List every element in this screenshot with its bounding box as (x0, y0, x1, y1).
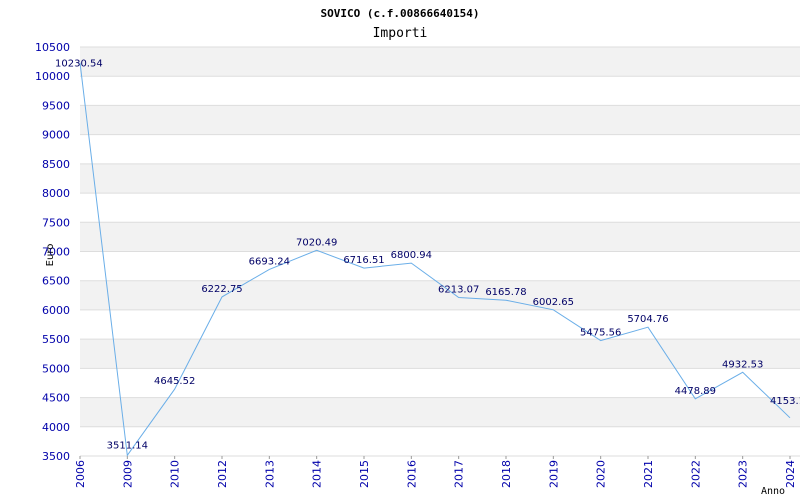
data-label: 4153.11 (770, 396, 800, 407)
y-tick-label: 6000 (42, 304, 70, 317)
x-tick-label: 2023 (737, 460, 750, 488)
y-tick-label: 6500 (42, 275, 70, 288)
x-tick-label: 2006 (74, 460, 87, 488)
grid-band (80, 76, 800, 106)
data-label: 4932.53 (722, 359, 763, 370)
y-tick-label: 8500 (42, 158, 70, 171)
x-tick-label: 2018 (500, 460, 513, 488)
data-label: 4645.52 (154, 376, 195, 387)
x-tick-label: 2009 (121, 460, 134, 488)
data-label: 6213.07 (438, 284, 479, 295)
data-labels: 10230.54 3511.14 4645.52 6222.75 6693.24 7020… (55, 59, 800, 452)
grid-band (80, 309, 800, 340)
y-tick-label: 7500 (42, 216, 70, 229)
y-axis-label: Euro (45, 244, 56, 267)
data-label: 6222.75 (201, 284, 242, 295)
series-line (79, 62, 791, 457)
y-tick-label: 10000 (35, 70, 70, 83)
data-label: 5704.76 (627, 314, 668, 325)
y-axis-ticks: 3500 4000 4500 5000 5500 6000 6500 7000 7500 8000… (35, 41, 70, 463)
grid-band (80, 105, 800, 135)
data-label: 6165.78 (485, 287, 526, 298)
data-label: 6800.94 (391, 250, 432, 261)
data-label: 3511.14 (107, 440, 148, 451)
x-tick-label: 2017 (453, 460, 466, 488)
data-label: 6693.24 (249, 256, 290, 267)
data-label: 6002.65 (533, 297, 574, 308)
x-tick-label: 2016 (405, 460, 418, 488)
x-tick-label: 2015 (358, 460, 371, 488)
grid-band (80, 368, 800, 398)
x-tick-label: 2020 (595, 460, 608, 488)
x-axis-ticks: 2006 2009 2010 2012 2013 2014 2015 2016 2017 2018… (74, 460, 797, 488)
data-label: 7020.49 (296, 237, 337, 248)
grid-band (80, 222, 800, 252)
y-tick-label: 4500 (42, 392, 70, 405)
x-tick-label: 2010 (169, 460, 182, 488)
data-label: 6716.51 (343, 255, 384, 266)
data-label: 10230.54 (55, 59, 103, 70)
y-tick-label: 7000 (42, 246, 70, 259)
chart-title: SOVICO (c.f.00866640154) (321, 7, 480, 20)
grid-bands (80, 47, 800, 456)
data-label: 4478.89 (675, 386, 716, 397)
x-tick-label: 2013 (263, 460, 276, 488)
x-tick-label: 2021 (642, 460, 655, 488)
x-tick-label: 2022 (689, 460, 702, 488)
x-tick-label: 2014 (311, 460, 324, 488)
data-label: 5475.56 (580, 328, 621, 339)
x-tick-label: 2012 (216, 460, 229, 488)
grid-lines (79, 46, 800, 459)
grid-band (80, 397, 800, 427)
x-tick-label: 2024 (784, 460, 797, 488)
y-tick-label: 5500 (42, 333, 70, 346)
chart-subtitle: Importi (373, 26, 428, 41)
grid-band (80, 163, 800, 194)
x-axis-label: Anno (761, 486, 785, 497)
y-tick-label: 3500 (42, 450, 70, 463)
grid-band (80, 339, 800, 369)
grid-band (80, 134, 800, 164)
y-tick-label: 8000 (42, 187, 70, 200)
grid-band (80, 47, 800, 77)
y-tick-label: 9000 (42, 129, 70, 142)
y-tick-label: 10500 (35, 41, 70, 54)
y-tick-label: 5000 (42, 362, 70, 375)
y-tick-label: 4000 (42, 421, 70, 434)
grid-band (80, 280, 800, 310)
grid-band (80, 426, 800, 456)
grid-band (80, 193, 800, 223)
x-tick-label: 2019 (547, 460, 560, 488)
y-tick-label: 9500 (42, 99, 70, 112)
grid-band (80, 251, 800, 281)
